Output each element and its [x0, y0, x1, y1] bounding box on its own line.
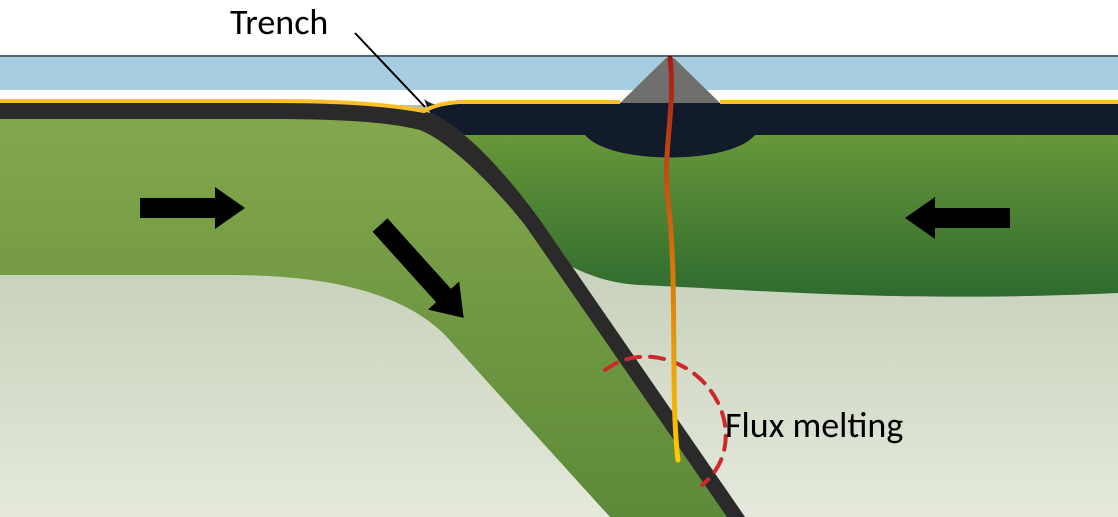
sky	[0, 55, 1118, 90]
diagram-svg	[0, 0, 1118, 517]
subduction-diagram: Trench Flux melting	[0, 0, 1118, 517]
trench-label: Trench	[230, 0, 328, 44]
flux-melting-label: Flux melting	[725, 403, 903, 447]
